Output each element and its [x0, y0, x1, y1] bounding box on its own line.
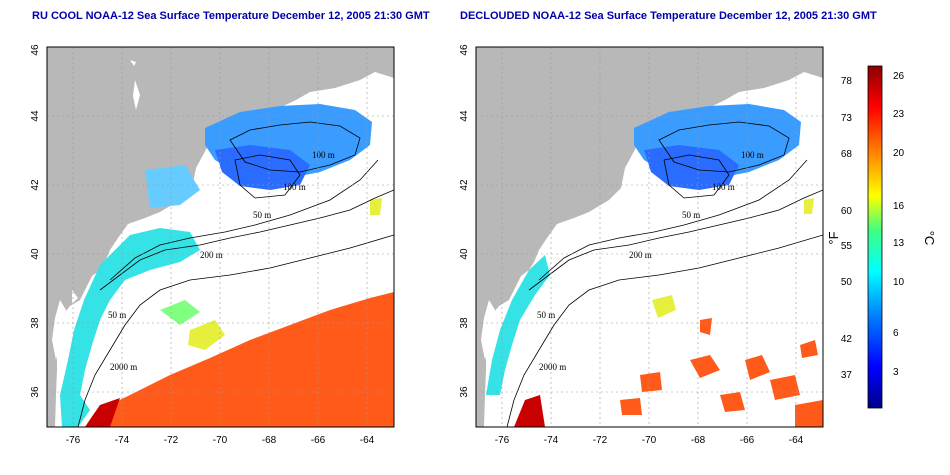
left-contour-labels: 100 m 100 m 50 m 200 m 50 m 2000 m	[108, 150, 335, 372]
lon-tick-label: -70	[642, 435, 657, 446]
lat-tick-label: 40	[459, 248, 470, 260]
fahrenheit-tick-label: 60	[841, 206, 853, 217]
celsius-tick-label: 23	[893, 109, 905, 120]
lon-tick-label: -70	[213, 435, 228, 446]
lon-tick-label: -72	[593, 435, 608, 446]
lon-tick-label: -64	[360, 435, 375, 446]
lat-tick-label: 42	[459, 179, 470, 191]
lon-tick-label: -76	[66, 435, 81, 446]
sst-warm-patches	[620, 318, 823, 427]
contour-label: 2000 m	[110, 362, 137, 372]
celsius-tick-label: 20	[893, 148, 905, 159]
lat-tick-label: 44	[459, 110, 470, 122]
contour-label: 200 m	[629, 250, 652, 260]
celsius-tick-label: 26	[893, 71, 905, 82]
lat-tick-label: 38	[30, 317, 41, 329]
contour-label: 100 m	[312, 150, 335, 160]
right-contour-labels: 100 m 100 m 50 m 200 m 50 m 2000 m	[537, 150, 764, 372]
fahrenheit-tick-label: 78	[841, 76, 853, 87]
lat-tick-label: 44	[30, 110, 41, 122]
contour-label: 50 m	[682, 210, 700, 220]
lat-tick-label: 36	[30, 386, 41, 398]
celsius-tick-label: 10	[893, 277, 905, 288]
cloud-patches	[230, 196, 360, 315]
lon-tick-label: -66	[740, 435, 755, 446]
contour-label: 100 m	[283, 182, 306, 192]
contour-100m	[109, 159, 379, 281]
celsius-tick-label: 16	[893, 201, 905, 212]
delaware-bay	[72, 290, 78, 304]
land-mass	[47, 47, 394, 427]
lake-patch	[130, 60, 140, 110]
contour-label: 50 m	[253, 210, 271, 220]
left-lat-axis: 46 44 42 40 38 36	[30, 44, 41, 398]
contour-100m	[538, 159, 808, 281]
lat-tick-label: 36	[459, 386, 470, 398]
left-map-panel: 100 m 100 m 50 m 200 m 50 m 2000 m -76 -…	[30, 44, 395, 446]
celsius-ticks: 26 23 20 16 13 10 6 3	[893, 71, 905, 378]
fahrenheit-tick-label: 42	[841, 334, 853, 345]
sst-yellow-patch	[652, 198, 814, 318]
celsius-tick-label: 3	[893, 367, 899, 378]
contour-label: 2000 m	[539, 362, 566, 372]
lat-tick-label: 42	[30, 179, 41, 191]
fahrenheit-tick-label: 73	[841, 113, 853, 124]
chesapeake-bay	[52, 300, 66, 360]
lon-tick-label: -76	[495, 435, 510, 446]
contour-200m	[99, 189, 394, 291]
contour-label: 100 m	[712, 182, 735, 192]
lon-tick-label: -74	[115, 435, 130, 446]
sst-warm-area	[85, 292, 394, 427]
left-grid	[47, 47, 394, 427]
sst-shelf-band	[60, 228, 200, 427]
lon-tick-label: -72	[164, 435, 179, 446]
fahrenheit-unit-label: °F	[826, 231, 841, 244]
right-lon-axis: -76 -74 -72 -70 -68 -66 -64	[495, 435, 804, 446]
lat-tick-label: 38	[459, 317, 470, 329]
chesapeake-bay	[481, 300, 495, 360]
sst-yellow-patch	[188, 198, 382, 350]
contour-2000m	[77, 234, 394, 427]
fahrenheit-ticks: 78 73 68 60 55 50 42 37	[841, 76, 853, 381]
right-lat-axis: 46 44 42 40 38 36	[459, 44, 470, 398]
land-mass	[476, 47, 823, 427]
colorbar-gradient	[867, 65, 883, 409]
contour-200m	[528, 189, 823, 291]
right-map-title: DECLOUDED NOAA-12 Sea Surface Temperatur…	[460, 10, 877, 22]
lon-tick-label: -68	[691, 435, 706, 446]
left-lon-axis: -76 -74 -72 -70 -68 -66 -64	[66, 435, 375, 446]
sst-shelf-band	[486, 255, 550, 395]
contour-label: 50 m	[108, 310, 126, 320]
sst-green-patch	[160, 300, 200, 325]
right-map-panel: 100 m 100 m 50 m 200 m 50 m 2000 m -76 -…	[459, 44, 824, 446]
sst-nearshore	[145, 165, 200, 208]
lat-tick-label: 46	[459, 44, 470, 56]
fahrenheit-tick-label: 37	[841, 370, 853, 381]
contour-label: 100 m	[741, 150, 764, 160]
colorbar: 78 73 68 60 55 50 42 37 26 23 20 16 13 1…	[826, 65, 937, 409]
sst-warm-core	[514, 395, 545, 427]
lon-tick-label: -66	[311, 435, 326, 446]
fahrenheit-tick-label: 68	[841, 149, 853, 160]
fahrenheit-tick-label: 55	[841, 241, 853, 252]
lon-tick-label: -64	[789, 435, 804, 446]
lat-tick-label: 46	[30, 44, 41, 56]
right-grid	[476, 47, 823, 427]
contour-label: 50 m	[537, 310, 555, 320]
lat-tick-label: 40	[30, 248, 41, 260]
lon-tick-label: -68	[262, 435, 277, 446]
fahrenheit-tick-label: 50	[841, 277, 853, 288]
contour-label: 200 m	[200, 250, 223, 260]
contour-gulf-maine	[658, 121, 790, 173]
contour-gulf-maine	[229, 121, 361, 173]
contour-2000m	[506, 234, 823, 427]
sst-warm-core	[85, 398, 120, 427]
celsius-unit-label: °C	[922, 231, 937, 246]
celsius-tick-label: 13	[893, 238, 905, 249]
lon-tick-label: -74	[544, 435, 559, 446]
left-map-title: RU COOL NOAA-12 Sea Surface Temperature …	[32, 10, 430, 22]
celsius-tick-label: 6	[893, 328, 899, 339]
